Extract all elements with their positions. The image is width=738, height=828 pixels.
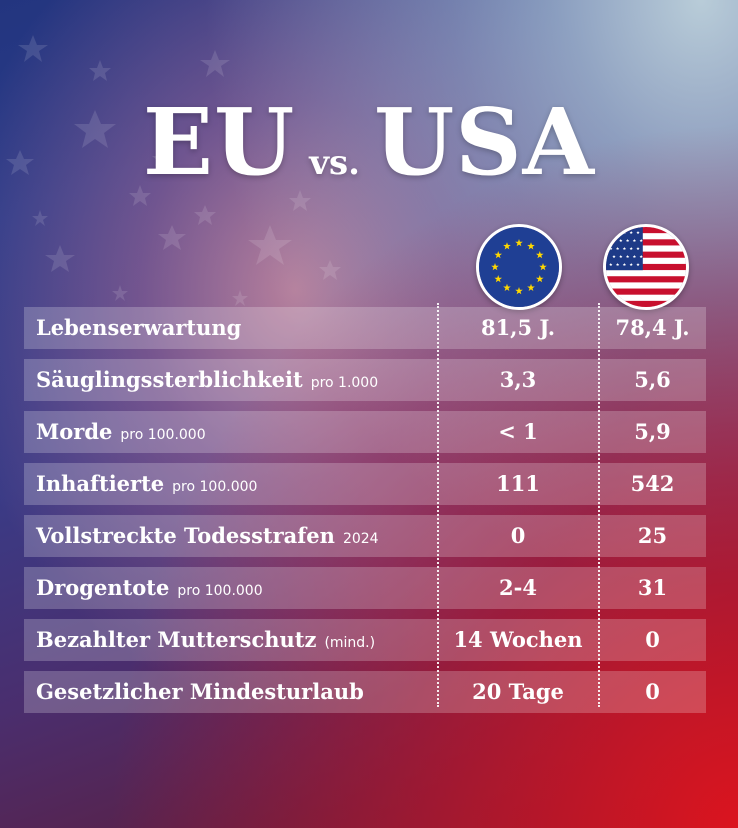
usa-value: 31 [637,575,668,600]
usa-value: 25 [637,523,668,548]
table-row: Vollstreckte Todesstrafen 2024 0 25 [24,515,706,557]
us-star [612,254,616,259]
table-row: Lebenserwartung 81,5 J. 78,4 J. [24,307,706,349]
row-unit: pro 100.000 [177,583,263,599]
us-star [622,262,627,267]
eu-value: 20 Tage [472,679,564,704]
us-star [632,238,637,243]
table-row: Gesetzlicher Mindesturlaub 20 Tage 0 [24,671,706,713]
us-star [615,262,620,267]
us-star [639,254,643,259]
table-row: Bezahlter Mutterschutz (mind.) 14 Wochen … [24,619,706,661]
row-label: Inhaftierte pro 100.000 [36,471,258,496]
us-star [636,262,640,267]
eu-star [503,283,511,292]
usa-value: 5,6 [634,367,671,392]
us-stripe [606,300,686,307]
row-label: Gesetzlicher Mindesturlaub [36,679,364,704]
us-flag-icon [603,224,689,310]
page-title: EU vs. USA [0,88,738,196]
us-star [609,246,613,251]
comparison-table: Lebenserwartung 81,5 J. 78,4 J. Säugling… [24,307,706,723]
eu-star [503,242,511,250]
table-row: Inhaftierte pro 100.000 111 542 [24,463,706,505]
eu-star [527,283,535,292]
us-star [619,254,623,259]
us-star [629,262,633,267]
eu-value: 0 [510,523,526,548]
table-row: Säuglingssterblichkeit pro 1.000 3,3 5,6 [24,359,706,401]
row-label: Morde pro 100.000 [36,419,206,444]
eu-star [515,239,523,247]
eu-star [539,263,547,271]
column-divider-us [598,303,600,707]
title-vs: vs. [309,143,361,183]
us-stripe [606,227,686,234]
us-star [636,230,640,235]
us-star [622,246,627,251]
usa-value: 542 [630,471,675,496]
us-star [629,230,633,235]
eu-value: 2-4 [499,575,537,600]
eu-value: 14 Wochen [453,627,583,652]
eu-star [491,263,499,271]
us-stripe [606,276,686,283]
us-stripe [606,239,686,246]
row-label: Bezahlter Mutterschutz (mind.) [36,627,376,652]
row-unit: pro 100.000 [172,479,258,495]
us-star [632,254,637,259]
row-unit: pro 1.000 [310,375,379,391]
row-unit: (mind.) [324,635,376,651]
row-label: Vollstreckte Todesstrafen 2024 [36,523,379,548]
usa-value: 0 [645,679,660,704]
eu-flag-icon [476,224,562,310]
eu-star [535,275,544,283]
eu-value: 81,5 J. [480,315,556,340]
eu-value: 111 [496,471,540,496]
us-star [636,246,640,251]
eu-value: 3,3 [499,367,537,392]
eu-star [535,251,544,259]
eu-star [494,275,503,283]
us-star [629,246,633,251]
table-row: Drogentote pro 100.000 2-4 31 [24,567,706,609]
us-star [625,254,630,259]
us-star [625,238,630,243]
usa-value: 78,4 J. [615,315,690,340]
usa-value: 0 [645,627,660,652]
us-star [619,238,623,243]
row-unit: 2024 [342,531,379,547]
eu-star [527,242,535,250]
eu-star [515,287,523,295]
us-stripe [606,263,686,271]
us-star [609,262,613,267]
us-stripe [606,251,686,258]
table-row: Morde pro 100.000 < 1 5,9 [24,411,706,453]
eu-value: < 1 [498,419,538,444]
row-label: Säuglingssterblichkeit pro 1.000 [36,367,379,392]
eu-star [494,251,503,259]
title-eu: EU [142,88,296,196]
us-star [622,230,627,235]
row-unit: pro 100.000 [120,427,206,443]
us-star [639,238,643,243]
us-stripe [606,288,686,295]
column-divider-eu [437,303,439,707]
row-label: Lebenserwartung [36,315,242,340]
us-star [615,246,620,251]
usa-value: 5,9 [634,419,671,444]
row-label: Drogentote pro 100.000 [36,575,263,600]
title-usa: USA [374,88,596,196]
